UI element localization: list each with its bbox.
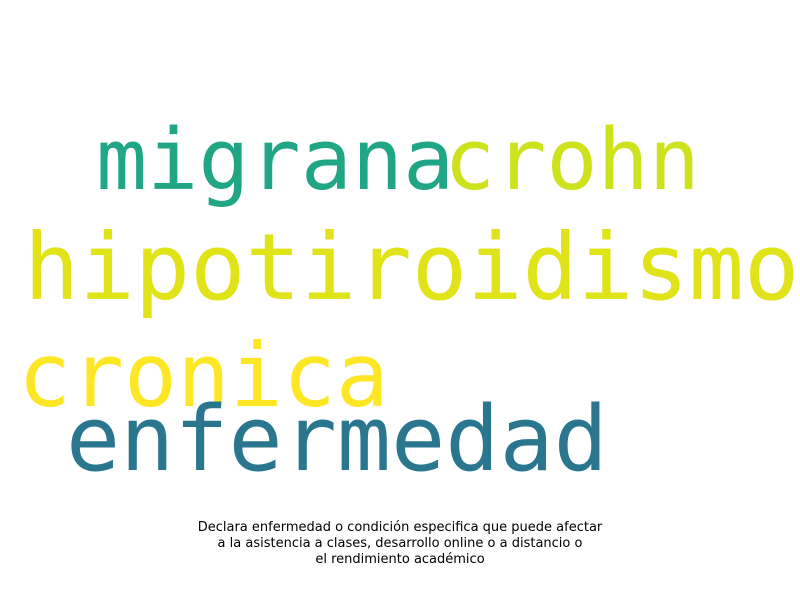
word-hipotiroidismo: hipotiroidismo <box>24 214 800 321</box>
word-migrana: migrana <box>96 111 455 210</box>
word-cronica: cronica <box>18 324 389 427</box>
caption: Declara enfermedad o condición especific… <box>0 520 800 568</box>
caption-line-1: Declara enfermedad o condición especific… <box>197 520 603 535</box>
word-crohn: crohn <box>444 111 700 210</box>
caption-line-3: el rendimiento académico <box>315 552 485 567</box>
caption-line-2: a la asistencia a clases, desarrollo onl… <box>217 536 583 551</box>
word-enfermedad: enfermedad <box>66 387 608 492</box>
